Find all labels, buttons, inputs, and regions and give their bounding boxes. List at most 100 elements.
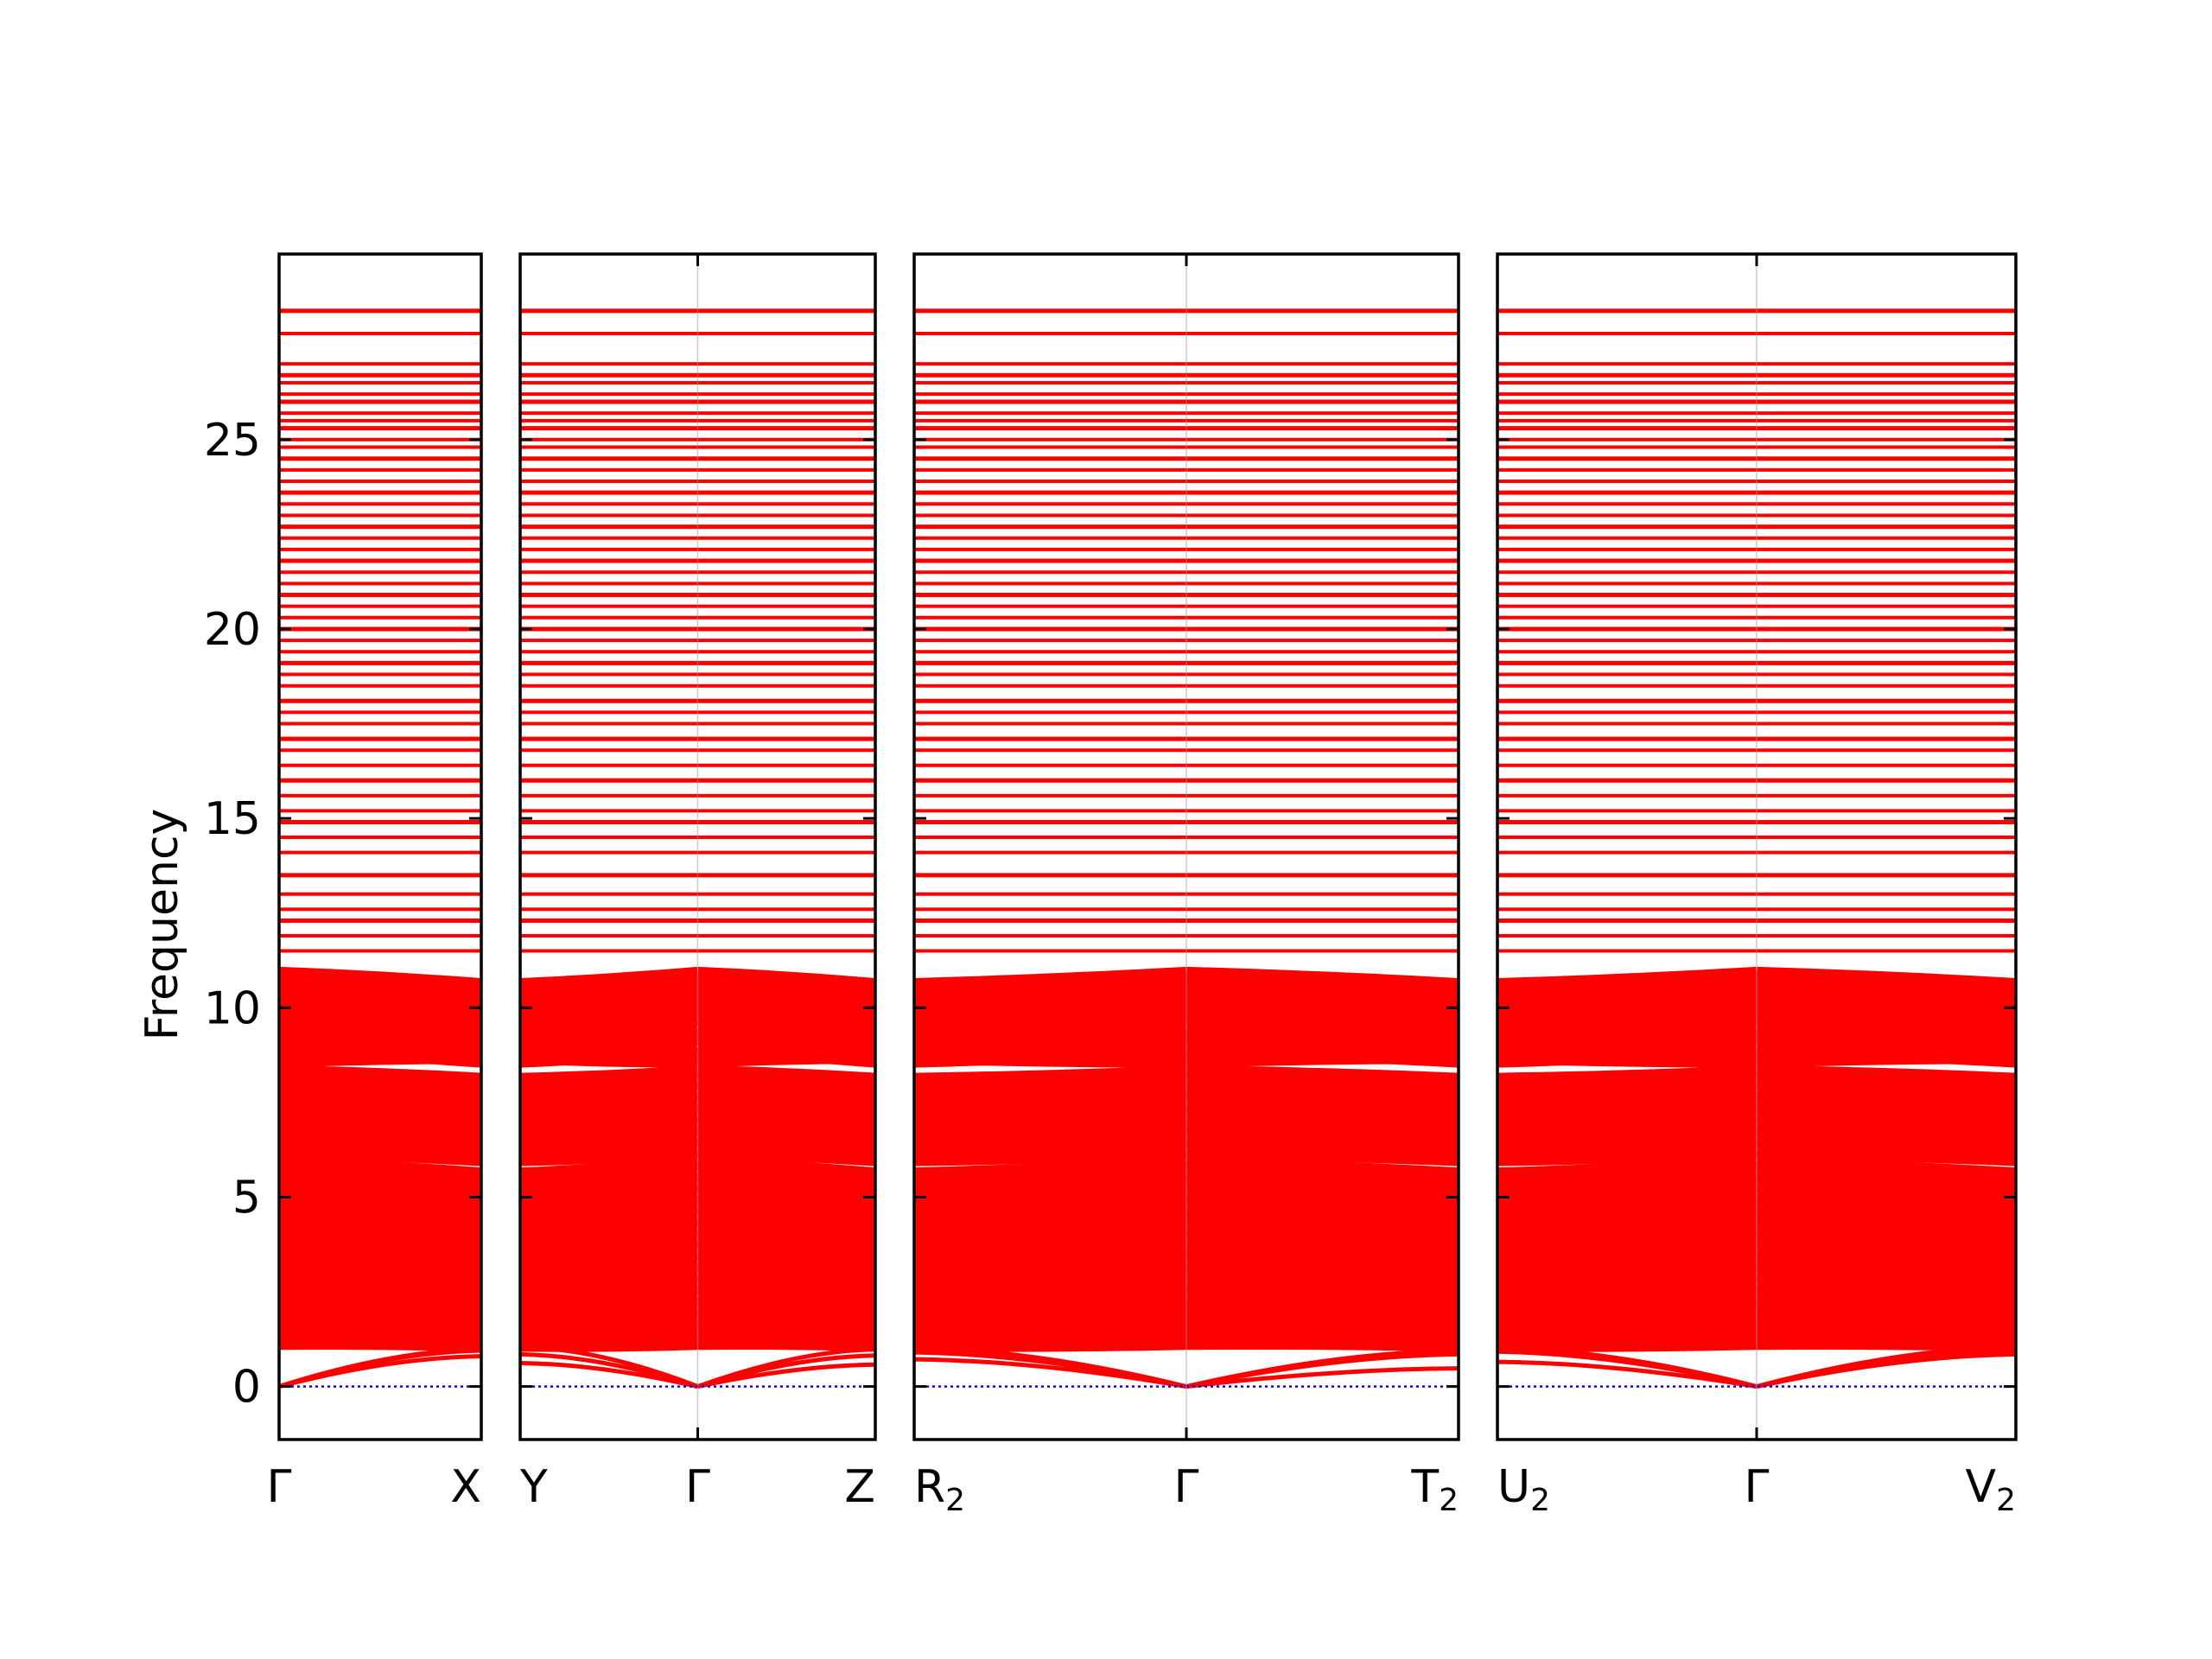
- dispersive-band: [1756, 1292, 2016, 1314]
- dispersive-band: [1185, 1224, 1459, 1246]
- y-axis-label: Frequency: [137, 809, 188, 1041]
- dispersive-band: [1185, 1179, 1459, 1201]
- acoustic-band: [1497, 1345, 1758, 1389]
- dispersive-band: [1185, 1247, 1459, 1268]
- dispersive-band: [520, 1065, 699, 1087]
- dispersive-band: [1756, 1050, 2016, 1068]
- dispersive-band: [279, 1315, 481, 1333]
- dispersive-band: [1497, 1201, 1758, 1224]
- dispersive-band: [279, 1065, 481, 1087]
- dispersive-band: [697, 1076, 875, 1098]
- dispersive-band: [279, 966, 481, 992]
- k-point-label: Γ: [267, 1461, 292, 1513]
- dispersive-band: [1497, 1190, 1758, 1212]
- dispersive-band: [697, 1224, 875, 1246]
- dispersive-band: [1756, 1012, 2016, 1038]
- dispersive-band: [914, 1326, 1187, 1344]
- dispersive-band: [520, 1292, 699, 1314]
- y-tick-label: 25: [204, 415, 261, 467]
- k-label-main: Z: [844, 1461, 875, 1513]
- dispersive-band: [520, 1133, 699, 1155]
- dispersive-band: [914, 1122, 1187, 1144]
- dispersive-band: [279, 1144, 481, 1166]
- dispersive-band: [697, 1236, 875, 1257]
- dispersive-band: [279, 1050, 481, 1068]
- panel-u2gv2: U2 Γ V2: [1496, 252, 2018, 1518]
- dispersive-band: [1756, 1247, 2016, 1268]
- dispersive-band: [279, 1004, 481, 1030]
- dispersive-band: [1497, 1315, 1758, 1333]
- dispersive-band: [1756, 982, 2016, 1007]
- dispersive-band: [1756, 1303, 2016, 1322]
- dispersive-band: [914, 1065, 1187, 1087]
- dispersive-band: [697, 1065, 875, 1087]
- dispersive-band: [914, 1292, 1187, 1314]
- dispersive-band: [914, 1269, 1187, 1292]
- dispersive-band: [1497, 1122, 1758, 1144]
- k-label-main: R: [914, 1461, 945, 1513]
- dispersive-band: [520, 1315, 698, 1333]
- k-label-subscript: 2: [1530, 1483, 1550, 1518]
- dispersive-band: [520, 1099, 699, 1122]
- k-label-subscript: 2: [1439, 1483, 1459, 1518]
- dispersive-band: [1185, 989, 1459, 1015]
- dispersive-band: [697, 1122, 875, 1144]
- k-point-label: U2: [1497, 1461, 1550, 1518]
- dispersive-band: [1756, 1167, 2016, 1189]
- k-point-label: V2: [1966, 1461, 2016, 1518]
- dispersive-band: [1185, 1012, 1459, 1038]
- dispersive-band: [520, 1144, 699, 1166]
- dispersive-band: [1185, 1156, 1459, 1182]
- dispersive-band: [1185, 1099, 1459, 1122]
- dispersive-band: [1756, 989, 2016, 1015]
- dispersive-band: [520, 1179, 699, 1201]
- dispersive-band: [520, 1212, 699, 1235]
- dispersive-band: [914, 1281, 1187, 1303]
- dispersive-band: [279, 1031, 481, 1057]
- dispersive-band: [1756, 1144, 2016, 1166]
- dispersive-band: [279, 989, 481, 1015]
- dispersive-band: [914, 1031, 1187, 1057]
- dispersive-band: [697, 1247, 875, 1268]
- dispersive-band: [697, 1258, 875, 1281]
- dispersive-band: [914, 1088, 1187, 1109]
- k-label-subscript: 2: [1996, 1483, 2016, 1518]
- dispersive-band: [914, 1236, 1187, 1257]
- dispersive-band: [520, 989, 699, 1015]
- dispersive-band: [520, 1190, 699, 1212]
- dispersive-band: [697, 1050, 875, 1068]
- dispersive-band: [1497, 1144, 1758, 1166]
- acoustic-band: [1185, 1366, 1459, 1389]
- acoustic-band: [696, 1347, 875, 1389]
- k-label-main: T: [1410, 1461, 1439, 1513]
- dispersive-band: [914, 1224, 1187, 1246]
- dispersive-band: [914, 1212, 1187, 1235]
- dispersive-band: [914, 1110, 1187, 1133]
- dispersive-band: [1185, 1088, 1459, 1109]
- dispersive-band: [697, 1303, 875, 1322]
- dispersive-band: [697, 1212, 875, 1235]
- y-tick-label: 10: [204, 982, 261, 1034]
- k-point-label: X: [450, 1461, 481, 1513]
- dispersive-band: [279, 1247, 481, 1268]
- panels-layer: Γ X Y Γ Z R2 Γ T2 U2 Γ V2: [267, 252, 2018, 1518]
- panel-r2gt2: R2 Γ T2: [912, 252, 1460, 1518]
- y-tick-label: 0: [232, 1362, 261, 1414]
- dispersive-band: [1497, 1156, 1758, 1182]
- dispersive-band: [1497, 1179, 1758, 1201]
- dispersive-band: [1756, 1179, 2016, 1201]
- dispersive-band: [520, 1236, 699, 1257]
- acoustic-band: [914, 1345, 1187, 1389]
- dispersive-band: [1185, 1236, 1459, 1257]
- dispersive-band: [520, 1156, 699, 1182]
- dispersive-band: [697, 1031, 875, 1057]
- dispersive-band: [1756, 1099, 2016, 1122]
- y-tick-label: 15: [204, 793, 261, 845]
- dispersive-band: [279, 1133, 481, 1155]
- dispersive-band: [914, 996, 1187, 1023]
- dispersive-band: [520, 982, 699, 1007]
- dispersive-band: [697, 1269, 875, 1292]
- dispersive-band: [279, 1179, 481, 1201]
- dispersive-band: [914, 1201, 1187, 1224]
